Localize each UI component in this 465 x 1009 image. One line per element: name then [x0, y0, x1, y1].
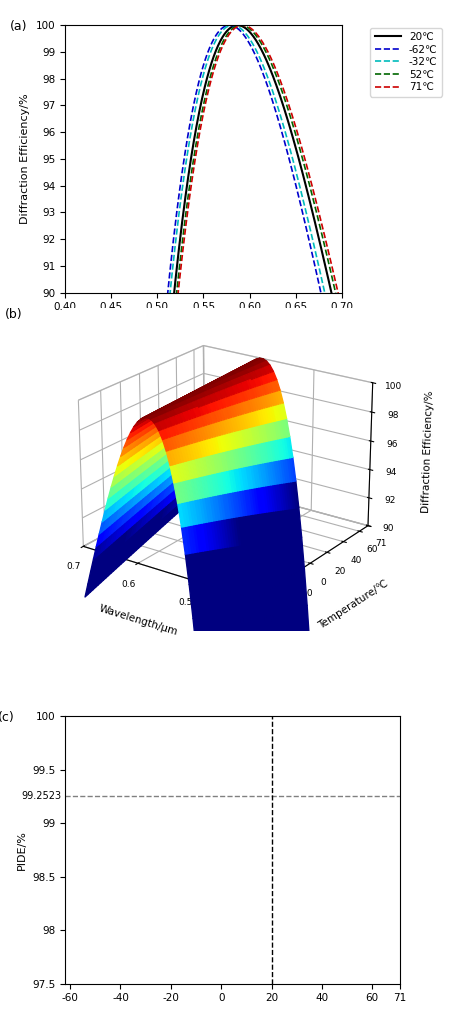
- -32℃: [290, 152, 295, 164]
- X-axis label: Wavelength/μm: Wavelength/μm: [159, 318, 247, 328]
- Line: -32℃: -32℃: [65, 25, 342, 1009]
- 52℃: [227, 25, 232, 37]
- 71℃: [290, 110, 295, 122]
- 20℃: [227, 22, 232, 34]
- 20℃: [333, 306, 339, 318]
- -32℃: [194, 98, 199, 110]
- Y-axis label: Diffraction Efficiency/%: Diffraction Efficiency/%: [20, 94, 30, 224]
- -62℃: [227, 19, 233, 31]
- -32℃: [333, 336, 339, 348]
- 52℃: [333, 287, 339, 299]
- 52℃: [194, 135, 199, 147]
- 52℃: [339, 314, 345, 326]
- -62℃: [339, 383, 345, 396]
- Text: (b): (b): [5, 308, 22, 321]
- 52℃: [212, 55, 218, 68]
- 52℃: [290, 117, 295, 129]
- Text: (c): (c): [0, 711, 15, 724]
- 20℃: [339, 333, 345, 345]
- Y-axis label: PIDE/%: PIDE/%: [17, 830, 27, 870]
- -32℃: [195, 90, 201, 102]
- -62℃: [290, 165, 295, 178]
- -32℃: [227, 19, 232, 31]
- 71℃: [333, 276, 339, 289]
- Line: 71℃: 71℃: [65, 25, 342, 1009]
- -62℃: [227, 19, 232, 31]
- Text: (a): (a): [10, 20, 27, 33]
- 20℃: [212, 47, 218, 60]
- 71℃: [227, 27, 232, 39]
- -62℃: [212, 31, 218, 43]
- 71℃: [194, 145, 199, 157]
- 20℃: [194, 120, 199, 132]
- 52℃: [195, 126, 201, 138]
- -32℃: [212, 36, 218, 48]
- X-axis label: Wavelength/μm: Wavelength/μm: [98, 603, 179, 637]
- 20℃: [235, 19, 240, 31]
- 71℃: [212, 61, 218, 73]
- -62℃: [195, 79, 201, 91]
- Line: 20℃: 20℃: [65, 25, 342, 1009]
- 52℃: [238, 19, 244, 31]
- Line: -62℃: -62℃: [65, 25, 342, 1009]
- Text: 99.2523: 99.2523: [22, 791, 62, 801]
- Y-axis label: Temperature/℃: Temperature/℃: [317, 578, 390, 631]
- 71℃: [195, 135, 201, 147]
- 71℃: [240, 19, 246, 31]
- -32℃: [230, 19, 235, 31]
- -32℃: [339, 364, 345, 376]
- Legend: 20℃, -62℃, -32℃, 52℃, 71℃: 20℃, -62℃, -32℃, 52℃, 71℃: [370, 28, 442, 97]
- -62℃: [194, 86, 199, 98]
- 71℃: [339, 303, 345, 315]
- Line: 52℃: 52℃: [65, 25, 342, 1009]
- -62℃: [333, 355, 339, 367]
- 20℃: [195, 111, 201, 123]
- 20℃: [290, 130, 295, 142]
